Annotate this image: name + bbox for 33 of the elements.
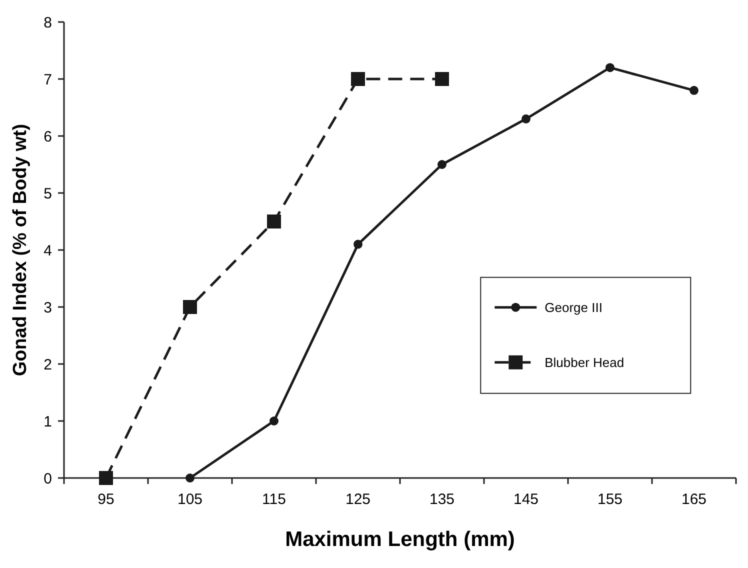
x-axis-title: Maximum Length (mm) (285, 528, 515, 551)
legend-label: George III (544, 300, 602, 315)
point (270, 416, 278, 426)
y-tick-label: 8 (44, 14, 52, 32)
point (438, 160, 446, 169)
x-tick-label: 125 (345, 491, 371, 508)
point (354, 240, 362, 249)
y-axis-title: Gonad Index (% of Body wt) (10, 124, 31, 376)
point (267, 214, 281, 228)
y-tick-label: 5 (44, 185, 52, 202)
point (99, 471, 113, 485)
point (690, 86, 698, 95)
point (606, 63, 614, 72)
x-tick-label: 155 (597, 491, 623, 508)
y-tick-label: 0 (44, 470, 52, 488)
x-tick-label: 135 (429, 491, 455, 508)
point (351, 72, 365, 86)
point (186, 474, 194, 482)
point (522, 114, 530, 124)
x-tick-label: 165 (681, 491, 707, 508)
y-tick-label: 7 (44, 71, 52, 88)
y-tick-label: 2 (44, 356, 52, 374)
x-tick-label: 115 (262, 491, 286, 508)
y-tick-label: 6 (44, 128, 52, 146)
legend-label: Blubber Head (544, 354, 624, 370)
x-tick-label: 145 (513, 491, 539, 508)
x-tick-label: 105 (177, 491, 203, 508)
x-tick-label: 95 (98, 491, 114, 508)
y-tick-label: 4 (44, 242, 52, 260)
y-tick-label: 1 (44, 413, 52, 430)
point (435, 72, 449, 86)
point (183, 300, 197, 314)
y-tick-label: 3 (44, 299, 52, 316)
